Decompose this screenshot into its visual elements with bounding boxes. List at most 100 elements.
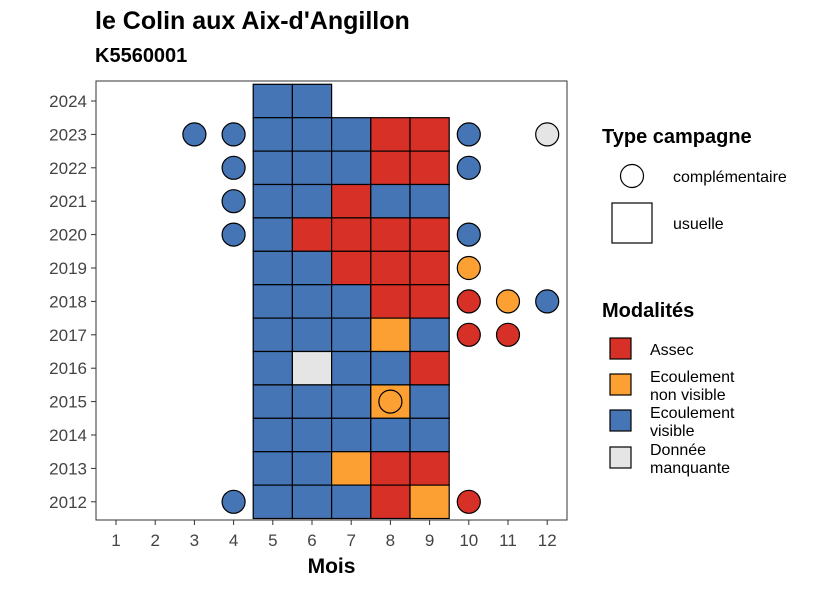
legend-type-title: Type campagne (602, 126, 752, 148)
cell-2012-5 (252, 484, 293, 520)
point-2018-12 (535, 289, 560, 314)
y-tick-label: 2013 (49, 459, 87, 478)
x-tick-label: 10 (459, 531, 478, 550)
point-2020-10 (456, 222, 481, 247)
cell-2021-8 (370, 183, 411, 219)
cell-2016-5 (252, 350, 293, 386)
cell-2020-6 (291, 217, 333, 252)
legend-swatch (609, 446, 632, 469)
point-2012-4 (221, 489, 246, 514)
cell-2019-6 (291, 250, 333, 286)
y-tick-label: 2018 (49, 292, 87, 311)
x-tick-label: 1 (111, 531, 120, 550)
y-tick-label: 2023 (49, 125, 87, 144)
cell-2016-9 (409, 350, 450, 386)
y-axis: 2012 2013 2014 2015 2016 2017 2018 2019 2020 2021… (49, 92, 96, 512)
legend-type-campagne: Type campagne complémentaire usuelle (602, 126, 787, 244)
cell-2018-8 (370, 284, 411, 319)
plot-panel-border (95, 80, 568, 521)
cell-2013-8 (370, 451, 411, 486)
cell-2023-9 (409, 117, 450, 152)
point-2012-10 (456, 489, 481, 514)
cell-2022-6 (291, 150, 333, 186)
cell-2014-6 (291, 417, 333, 453)
cell-2018-9 (409, 284, 450, 319)
cell-2014-7 (331, 417, 372, 453)
cell-2019-8 (370, 250, 411, 286)
cell-2014-8 (370, 417, 411, 453)
chart-title: le Colin aux Aix-d'Angillon (95, 7, 410, 35)
legend-label: Donnée (650, 442, 706, 459)
cell-2014-5 (252, 417, 293, 453)
cell-2013-6 (291, 451, 333, 486)
cell-2012-9 (409, 484, 450, 520)
y-tick-label: 2019 (49, 259, 87, 278)
legend-label: Ecoulement (650, 369, 735, 386)
cell-2021-7 (331, 183, 372, 219)
point-2020-4 (221, 222, 246, 247)
cell-2012-7 (331, 484, 372, 520)
x-tick-label: 11 (499, 531, 517, 550)
legend-label: manquante (650, 460, 730, 477)
y-tick-label: 2012 (49, 493, 87, 512)
cell-2017-7 (331, 317, 372, 353)
cell-2018-5 (252, 284, 293, 319)
x-axis: 1 2 3 4 5 6 7 8 9 10 11 12 (111, 520, 557, 550)
x-axis-title: Mois (308, 555, 356, 578)
y-tick-label: 2014 (49, 426, 87, 445)
point-2015-8 (378, 389, 403, 414)
point-2019-10 (456, 255, 481, 281)
cell-2022-8 (370, 150, 411, 186)
y-tick-label: 2020 (49, 226, 87, 245)
cell-2023-6 (291, 117, 333, 152)
point-2021-4 (221, 189, 246, 214)
cell-2012-6 (291, 484, 333, 520)
usuelle-cells (252, 83, 450, 520)
cell-2016-8 (370, 350, 411, 386)
cell-2020-7 (331, 217, 372, 252)
cell-2018-7 (331, 284, 372, 319)
legend-label: non visible (650, 387, 726, 404)
cell-2017-6 (291, 317, 333, 353)
cell-2024-5 (252, 83, 293, 119)
cell-2017-5 (252, 317, 293, 353)
point-2023-10 (456, 122, 481, 147)
y-tick-label: 2022 (49, 159, 87, 178)
legend-modalites-title: Modalités (602, 300, 694, 322)
cell-2012-8 (370, 484, 411, 520)
cell-2024-6 (291, 83, 333, 119)
cell-2020-5 (252, 217, 293, 252)
x-tick-label: 5 (268, 531, 277, 550)
cell-2015-5 (252, 384, 293, 419)
legend-swatch (609, 373, 632, 396)
cell-2021-5 (252, 183, 293, 219)
cell-2020-8 (370, 217, 411, 252)
point-2023-3 (182, 122, 207, 147)
legend-label: Assec (650, 342, 694, 359)
point-2017-11 (495, 322, 521, 347)
x-tick-label: 8 (386, 531, 395, 550)
complementaire-points (182, 122, 560, 514)
cell-2016-6 (291, 350, 333, 386)
legend-swatch (609, 409, 632, 432)
cell-2021-6 (291, 183, 333, 219)
cell-2022-7 (331, 150, 372, 186)
cell-2023-5 (252, 117, 293, 152)
cell-2016-7 (331, 350, 372, 386)
cell-2015-9 (409, 384, 450, 419)
cell-2018-6 (291, 284, 333, 319)
cell-2013-9 (409, 451, 450, 486)
point-2023-12 (535, 122, 560, 147)
legend-square-key (611, 202, 653, 244)
cell-2019-7 (331, 250, 372, 286)
cell-2019-5 (252, 250, 293, 286)
legend-label: visible (650, 423, 695, 440)
x-tick-label: 2 (150, 531, 159, 550)
y-tick-label: 2015 (49, 393, 87, 412)
cell-2015-7 (331, 384, 372, 419)
cell-2021-9 (409, 183, 450, 219)
point-2018-11 (495, 289, 521, 314)
cell-2022-5 (252, 150, 293, 186)
